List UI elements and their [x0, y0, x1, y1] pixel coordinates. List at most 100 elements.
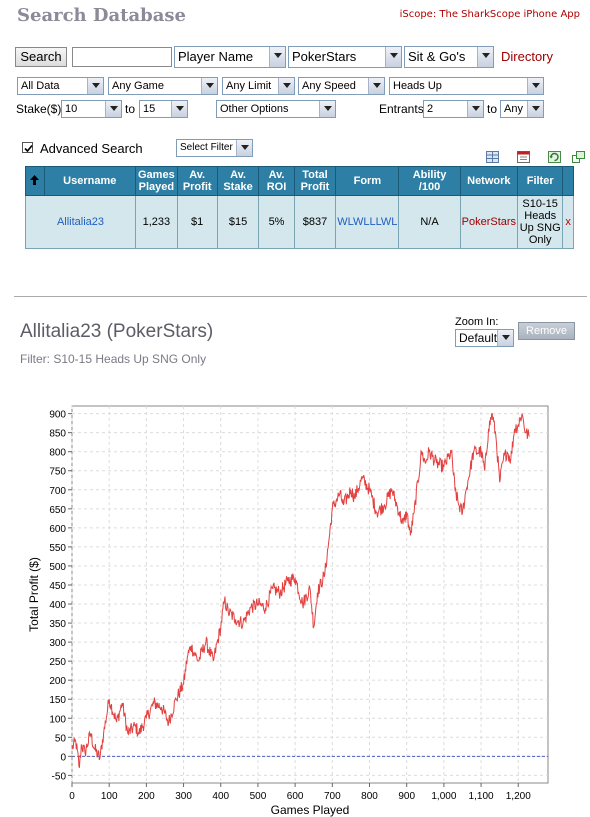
stake-label: Stake($): [16, 102, 62, 116]
remove-button[interactable]: Remove: [518, 322, 575, 340]
advanced-search-label: Advanced Search: [40, 141, 143, 156]
chevron-down-icon: [201, 78, 217, 94]
pop-out-icon[interactable]: [572, 151, 585, 163]
av-stake-cell: $15: [216, 195, 260, 249]
av-roi-cell: 5%: [258, 195, 295, 249]
checkmark-icon: [24, 144, 33, 153]
limit-value: Any Limit: [226, 80, 272, 92]
y-tick-label: 800: [49, 448, 66, 459]
chevron-down-icon: [236, 140, 252, 156]
game-type-select[interactable]: Sit & Go's: [404, 46, 494, 68]
speed-value: Any Speed: [302, 80, 356, 92]
form-cell[interactable]: WLWLLLWL: [335, 195, 400, 249]
game-type-value: Sit & Go's: [408, 49, 466, 64]
ability-cell: N/A: [398, 195, 461, 249]
search-input[interactable]: [72, 47, 172, 67]
y-axis-ticks: -50 0 50 100 150 200 250 300 350 400 450 500 550 600 6…: [49, 410, 72, 782]
profit-series-line: [71, 413, 530, 768]
table-row: Allitalia23 1,233 $1 $15 5% $837 WLWLLLW…: [25, 195, 574, 249]
col-total-profit[interactable]: Total Profit: [293, 166, 337, 196]
network-select[interactable]: PokerStars: [288, 46, 402, 68]
table-size-select[interactable]: Heads Up: [389, 77, 544, 95]
table-size-value: Heads Up: [393, 80, 442, 92]
x-tick-label: 400: [212, 791, 229, 802]
col-games-played[interactable]: Games Played: [135, 166, 178, 196]
entrants-min-value: 2: [427, 103, 434, 115]
y-tick-label: 600: [49, 524, 66, 535]
stake-max-select[interactable]: 15: [139, 100, 188, 118]
col-av-roi[interactable]: Av. ROI: [258, 166, 295, 196]
y-tick-label: 100: [49, 714, 66, 725]
x-tick-label: 0: [69, 791, 75, 802]
y-tick-label: 700: [49, 486, 66, 497]
data-value: All Data: [21, 80, 60, 92]
col-username[interactable]: Username: [43, 166, 137, 196]
advanced-search-checkbox[interactable]: [22, 142, 33, 153]
directory-link[interactable]: Directory: [501, 49, 554, 64]
search-button[interactable]: Search: [15, 47, 67, 67]
up-arrow-icon: [30, 174, 40, 185]
chevron-down-icon: [87, 78, 103, 94]
total-profit-cell: $837: [293, 195, 337, 249]
game-select[interactable]: Any Game: [108, 77, 218, 95]
chevron-down-icon: [527, 78, 543, 94]
col-ability[interactable]: Ability /100: [398, 166, 461, 196]
y-tick-label: 400: [49, 600, 66, 611]
remove-row-link[interactable]: x: [562, 195, 574, 249]
zoom-label: Zoom In:: [455, 316, 499, 328]
chevron-down-icon: [477, 47, 493, 67]
x-tick-label: 100: [101, 791, 118, 802]
zoom-select[interactable]: Default: [455, 329, 514, 347]
network-cell[interactable]: PokerStars: [459, 195, 519, 249]
y-tick-label: 450: [49, 581, 66, 592]
username-cell[interactable]: Allitalia23: [25, 195, 136, 249]
filter-cell: S10-15 Heads Up SNG Only: [517, 195, 564, 249]
x-tick-label: 1,000: [431, 791, 456, 802]
chevron-down-icon: [368, 78, 384, 94]
select-filter-dropdown[interactable]: Select Filter: [176, 139, 253, 157]
y-tick-label: 850: [49, 429, 66, 440]
chevron-down-icon: [385, 47, 401, 67]
y-tick-label: 550: [49, 543, 66, 554]
document-icon[interactable]: [517, 151, 530, 163]
chevron-down-icon: [467, 101, 483, 117]
table-export-icon[interactable]: [486, 151, 499, 163]
refresh-icon[interactable]: [548, 151, 561, 163]
x-tick-label: 900: [398, 791, 415, 802]
select-filter-value: Select Filter: [180, 142, 233, 153]
entrants-max-value: Any: [504, 103, 523, 115]
table-header-row: Username Games Played Av. Profit Av. Sta…: [25, 166, 574, 196]
col-form[interactable]: Form: [335, 166, 400, 196]
y-tick-label: 250: [49, 657, 66, 668]
game-value: Any Game: [112, 80, 164, 92]
entrants-max-select[interactable]: Any: [500, 100, 544, 118]
chevron-down-icon: [171, 101, 187, 117]
chevron-down-icon: [269, 47, 285, 67]
chevron-down-icon: [105, 101, 121, 117]
col-av-profit[interactable]: Av. Profit: [176, 166, 218, 196]
profit-chart: -500501001502002503003504004505005506006…: [27, 405, 549, 817]
entrants-min-select[interactable]: 2: [423, 100, 484, 118]
limit-select[interactable]: Any Limit: [222, 77, 295, 95]
iscope-link[interactable]: iScope: The SharkScope iPhone App: [399, 9, 580, 20]
network-value: PokerStars: [292, 49, 357, 64]
grid-lines: [71, 406, 548, 783]
y-axis-label: Total Profit ($): [27, 557, 41, 632]
search-type-value: Player Name: [178, 49, 254, 64]
stake-min-select[interactable]: 10: [61, 100, 122, 118]
col-remove: [562, 166, 574, 196]
search-type-select[interactable]: Player Name: [174, 46, 286, 68]
x-tick-label: 1,100: [469, 791, 494, 802]
speed-select[interactable]: Any Speed: [298, 77, 385, 95]
av-profit-cell: $1: [176, 195, 218, 249]
data-select[interactable]: All Data: [17, 77, 104, 95]
col-network[interactable]: Network: [459, 166, 519, 196]
col-av-stake[interactable]: Av. Stake: [216, 166, 260, 196]
y-tick-label: 200: [49, 676, 66, 687]
sort-arrow-header[interactable]: [25, 166, 45, 196]
y-tick-label: 650: [49, 505, 66, 516]
col-filter[interactable]: Filter: [517, 166, 564, 196]
other-options-select[interactable]: Other Options: [216, 100, 336, 118]
stake-to-label: to: [125, 102, 136, 116]
chevron-down-icon: [527, 101, 543, 117]
